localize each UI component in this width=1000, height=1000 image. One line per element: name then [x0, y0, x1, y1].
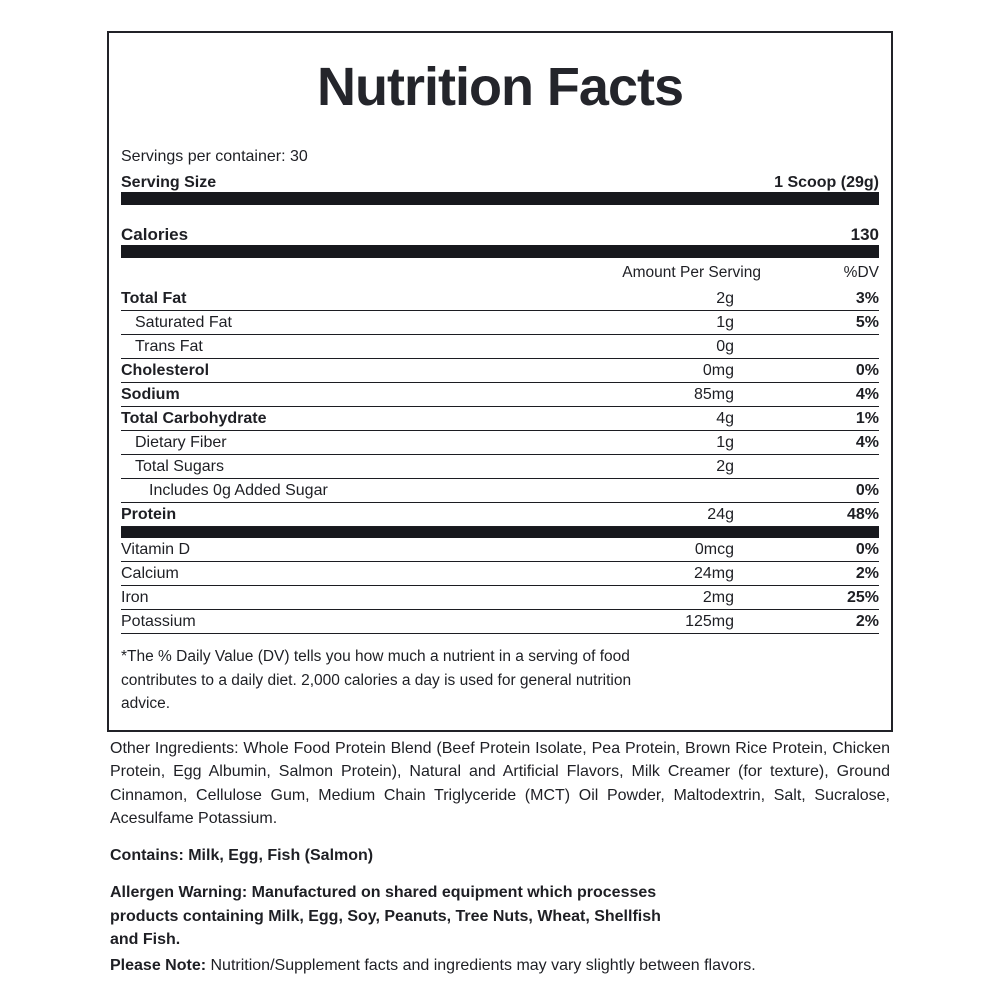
nutrient-amount: 2mg [702, 588, 734, 606]
nutrient-name: Total Carbohydrate [121, 409, 267, 427]
table-row: Total Sugars 2g [121, 455, 879, 479]
table-row: Saturated Fat 1g 5% [121, 311, 879, 335]
please-note-line: Please Note: Nutrition/Supplement facts … [110, 955, 890, 977]
table-row: Cholesterol 0mg 0% [121, 359, 879, 383]
nutrient-name: Iron [121, 588, 149, 606]
table-row: Potassium 125mg 2% [121, 610, 879, 634]
nutrient-dv: 1% [855, 409, 879, 427]
nutrient-table: Total Fat 2g 3% Saturated Fat 1g 5% Trans Fat 0… [121, 287, 879, 527]
table-row: Total Fat 2g 3% [121, 287, 879, 311]
nutrient-name: Saturated Fat [135, 313, 232, 331]
servings-per-container: Servings per container: 30 [121, 148, 308, 165]
nutrient-dv: 0% [855, 540, 879, 558]
nutrient-dv: 4% [855, 433, 879, 451]
nutrient-dv [761, 338, 879, 356]
calories-label: Calories [121, 225, 189, 244]
nutrient-amount: 24g [707, 505, 734, 523]
nutrient-amount: 24mg [693, 564, 734, 582]
nutrient-amount: 0mcg [694, 540, 734, 558]
serving-size-row: Serving Size 1 Scoop (29g) [121, 173, 879, 192]
micronutrient-table: Vitamin D 0mcg 0% Calcium 24mg 2% Iron 2mg 25% Po… [121, 538, 879, 634]
spacer [121, 261, 561, 285]
nutrient-name: Trans Fat [135, 337, 203, 355]
table-row: Total Carbohydrate 4g 1% [121, 407, 879, 431]
nutrient-dv: 25% [846, 588, 879, 606]
table-row: Iron 2mg 25% [121, 586, 879, 610]
nutrient-dv: 4% [855, 385, 879, 403]
daily-value-footnote: *The % Daily Value (DV) tells you how mu… [121, 648, 632, 712]
table-row: Dietary Fiber 1g 4% [121, 431, 879, 455]
nutrient-amount: 2g [716, 457, 734, 475]
nutrient-name: Calcium [121, 564, 179, 582]
please-note-text: Nutrition/Supplement facts and ingredien… [206, 956, 756, 974]
nutrition-facts-panel: Nutrition Facts Servings per container: … [107, 31, 893, 732]
allergen-warning: Allergen Warning: Manufactured on shared… [110, 884, 661, 949]
divider-bar-thick [121, 192, 879, 205]
calories-row: Calories 130 [121, 225, 879, 245]
nutrient-amount: 85mg [693, 385, 734, 403]
amount-per-serving-header: Amount Per Serving [622, 264, 761, 281]
nutrient-amount: 0g [716, 337, 734, 355]
please-note-label: Please Note: [110, 956, 207, 974]
percent-dv-header: %DV [843, 264, 879, 281]
serving-size-value: 1 Scoop (29g) [774, 174, 879, 191]
nutrient-name: Potassium [121, 612, 196, 630]
nutrient-dv: 0% [855, 481, 879, 499]
nutrient-amount: 125mg [685, 612, 734, 630]
nutrient-dv: 2% [855, 612, 879, 630]
nutrient-dv [761, 458, 879, 476]
table-row: Trans Fat 0g [121, 335, 879, 359]
column-header-row: Amount Per Serving %DV [121, 261, 879, 285]
nutrient-name: Sodium [121, 385, 180, 403]
other-ingredients-text: Other Ingredients: Whole Food Protein Bl… [110, 740, 890, 827]
nutrient-dv: 0% [855, 361, 879, 379]
nutrient-amount: 1g [716, 313, 734, 331]
nutrient-name: Protein [121, 505, 177, 523]
table-row: Vitamin D 0mcg 0% [121, 538, 879, 562]
nutrient-dv: 3% [855, 289, 879, 307]
nutrient-name: Vitamin D [121, 540, 191, 558]
calories-value: 130 [850, 225, 879, 244]
nutrient-name: Total Fat [121, 289, 187, 307]
nutrient-name: Includes 0g Added Sugar [149, 481, 328, 499]
supplement-details: Other Ingredients: Whole Food Protein Bl… [110, 737, 890, 977]
nutrient-name: Dietary Fiber [135, 433, 227, 451]
table-row: Includes 0g Added Sugar 0% [121, 479, 879, 503]
nutrient-amount: 1g [716, 433, 734, 451]
divider-bar-thick [121, 527, 879, 538]
table-row: Calcium 24mg 2% [121, 562, 879, 586]
contains-statement: Contains: Milk, Egg, Fish (Salmon) [110, 847, 374, 865]
nutrient-amount [561, 482, 761, 500]
divider-bar-thick [121, 245, 879, 258]
nutrient-dv: 2% [855, 564, 879, 582]
nutrient-dv: 48% [846, 505, 879, 523]
nutrient-amount: 2g [716, 289, 734, 307]
nutrient-dv: 5% [855, 313, 879, 331]
nutrient-amount: 0mg [702, 361, 734, 379]
nutrient-name: Total Sugars [135, 457, 224, 475]
nutrient-name: Cholesterol [121, 361, 210, 379]
nutrient-amount: 4g [716, 409, 734, 427]
table-row: Protein 24g 48% [121, 503, 879, 527]
page-title: Nutrition Facts [316, 57, 684, 117]
serving-size-label: Serving Size [121, 174, 217, 191]
table-row: Sodium 85mg 4% [121, 383, 879, 407]
